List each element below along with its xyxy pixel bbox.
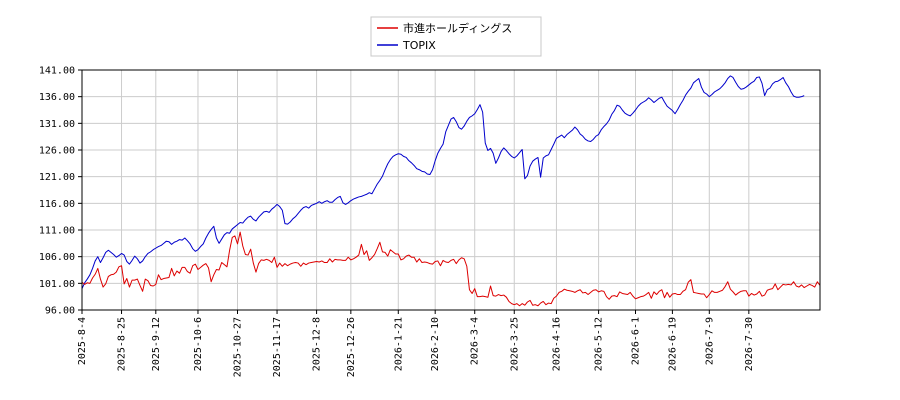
y-tick-label: 131.00: [39, 119, 75, 130]
x-tick-label: 2026-6-1: [631, 317, 642, 365]
x-tick-label: 2026-7-30: [744, 317, 755, 371]
legend: 市進ホールディングス TOPIX: [370, 16, 542, 57]
y-tick-label: 111.00: [39, 226, 75, 237]
y-tick-label: 106.00: [39, 252, 75, 263]
y-tick-label: 141.00: [39, 66, 75, 77]
x-tick-label: 2026-3-25: [509, 317, 520, 371]
y-tick-label: 121.00: [39, 172, 75, 183]
x-tick-label: 2026-3-4: [470, 317, 481, 365]
y-tick-label: 126.00: [39, 146, 75, 157]
x-tick-label: 2025-12-8: [312, 317, 323, 371]
y-tick-label: 101.00: [39, 279, 75, 290]
series-line-ichishin-holdings: [81, 231, 821, 307]
x-tick-label: 2026-4-16: [551, 317, 562, 371]
x-tick-label: 2025-11-17: [272, 317, 283, 377]
plot-border: [81, 69, 821, 311]
x-tick-label: 2026-1-21: [393, 317, 404, 371]
x-axis-ticks: 2025-8-4 2025-8-25 2025-9-12 2025-10-6 2025-…: [77, 310, 755, 377]
x-tick-label: 2025-10-6: [193, 317, 204, 371]
x-tick-label: 2025-12-26: [346, 317, 357, 377]
plot-area: [82, 70, 820, 310]
legend-label-series-0: 市進ホールディングス: [403, 21, 512, 35]
series-line-topix: [81, 75, 805, 289]
legend-label-series-1: TOPIX: [402, 39, 436, 52]
y-tick-label: 116.00: [39, 199, 75, 210]
x-tick-label: 2026-7-9: [704, 317, 715, 365]
series-lines: [81, 75, 821, 307]
y-axis-ticks: 96.00 101.00 106.00 111.00 116.00 121.00 126.0…: [39, 66, 82, 317]
x-tick-label: 2026-5-12: [594, 317, 605, 371]
y-tick-label: 136.00: [39, 92, 75, 103]
x-tick-label: 2025-8-4: [77, 317, 88, 365]
y-tick-label: 96.00: [45, 306, 75, 317]
x-tick-label: 2025-9-12: [151, 317, 162, 371]
x-tick-label: 2026-6-19: [667, 317, 678, 371]
x-tick-label: 2026-2-10: [430, 317, 441, 371]
x-tick-label: 2025-8-25: [117, 317, 128, 371]
legend-box: [370, 16, 542, 57]
x-tick-label: 2025-10-27: [233, 317, 244, 377]
